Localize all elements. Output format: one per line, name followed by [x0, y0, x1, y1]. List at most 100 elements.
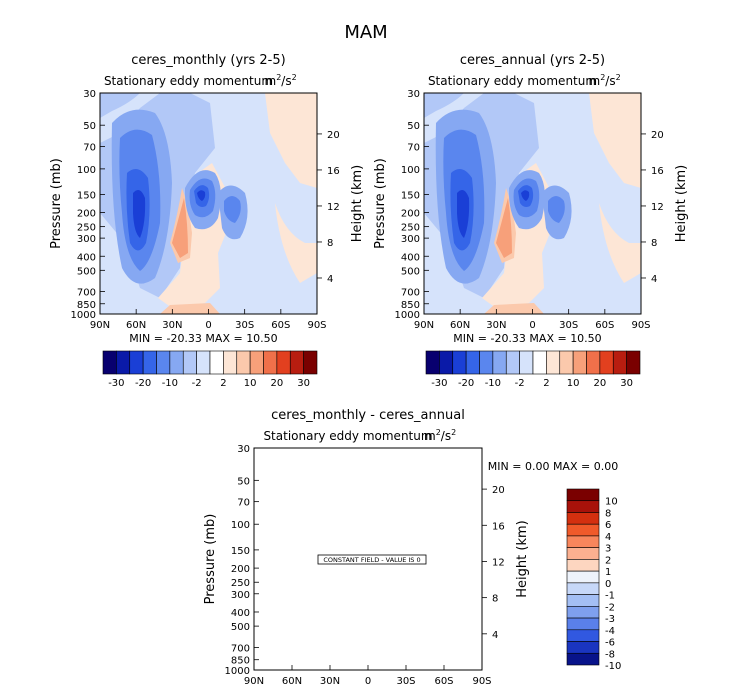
y-tick-label: 700	[77, 288, 96, 299]
colorbar-label: 30	[297, 378, 310, 389]
y2-tick-label: 8	[651, 238, 657, 249]
colorbar-swatch	[209, 350, 224, 375]
y-tick-label: 700	[401, 288, 420, 299]
y-tick-label: 30	[237, 444, 250, 455]
y2-tick-label: 20	[492, 485, 505, 496]
y2-tick-label: 20	[651, 130, 664, 141]
chart-panel: ceres_annual (yrs 2-5) Stationary eddy mo…	[373, 53, 689, 389]
colorbar-label: -30	[108, 378, 124, 389]
colorbar-label: -6	[605, 638, 615, 649]
min-max-label: MIN = 0.00 MAX = 0.00	[488, 460, 618, 473]
y-tick-label: 700	[231, 643, 250, 654]
colorbar-swatch	[289, 350, 304, 375]
x-tick-label: 30N	[486, 320, 506, 331]
colorbar-swatch	[566, 617, 600, 631]
colorbar-swatch	[566, 535, 600, 548]
colorbar-label: 10	[605, 497, 618, 508]
colorbar-label: 8	[605, 508, 611, 519]
y-tick-label: 1000	[395, 310, 420, 321]
chart-title: ceres_monthly - ceres_annual	[271, 408, 465, 423]
y-axis-label: Pressure (mb)	[203, 514, 218, 605]
colorbar-swatch	[116, 350, 131, 375]
colorbar-label: 30	[620, 378, 633, 389]
colorbar-label: 20	[594, 378, 607, 389]
y-tick-label: 70	[237, 498, 250, 509]
y-tick-label: 300	[231, 590, 250, 601]
colorbar-label: -30	[431, 378, 447, 389]
chart-subtitle: Stationary eddy momentum	[428, 74, 597, 88]
colorbar-swatch	[439, 350, 454, 375]
y2-tick-label: 12	[651, 202, 664, 213]
y-tick-label: 100	[231, 520, 250, 531]
contour-fill	[100, 93, 317, 314]
colorbar-swatch	[263, 350, 278, 375]
colorbar-label: -2	[605, 602, 615, 613]
x-tick-label: 0	[205, 320, 211, 331]
colorbar-label: 6	[605, 520, 611, 531]
y2-tick-label: 20	[327, 130, 340, 141]
y-tick-label: 70	[407, 142, 420, 153]
y-tick-label: 200	[77, 209, 96, 220]
y2-tick-label: 12	[327, 202, 340, 213]
colorbar-label: 0	[605, 579, 611, 590]
x-tick-label: 30N	[320, 676, 340, 687]
units-label: m2/s2	[424, 428, 456, 443]
colorbar-swatch	[566, 559, 600, 572]
units-label: m2/s2	[265, 73, 297, 88]
y-tick-label: 500	[231, 622, 250, 633]
y2-tick-label: 16	[651, 166, 664, 177]
x-tick-label: 90S	[307, 320, 326, 331]
colorbar-swatch	[505, 350, 520, 375]
colorbar-swatch	[566, 652, 600, 666]
x-tick-label: 30S	[235, 320, 254, 331]
x-tick-label: 60S	[271, 320, 290, 331]
x-tick-label: 0	[365, 676, 371, 687]
colorbar-label: -10	[162, 378, 178, 389]
colorbar-label: -20	[458, 378, 474, 389]
y2-tick-label: 4	[492, 630, 498, 641]
colorbar-label: -20	[135, 378, 151, 389]
y-tick-label: 850	[77, 300, 96, 311]
colorbar-swatch	[566, 629, 600, 642]
colorbar-swatch	[586, 350, 601, 375]
y2-axis-label: Height (km)	[674, 165, 689, 242]
colorbar-swatch	[236, 350, 251, 375]
colorbar-label: -8	[605, 649, 615, 660]
x-tick-label: 60N	[450, 320, 470, 331]
constant-field-box	[317, 554, 427, 565]
colorbar-swatch	[566, 523, 600, 537]
y-tick-label: 70	[83, 142, 96, 153]
colorbar-swatch	[169, 350, 184, 375]
min-max-label: MIN = -20.33 MAX = 10.50	[129, 332, 277, 345]
x-tick-label: 60N	[126, 320, 146, 331]
y2-axis-label: Height (km)	[350, 165, 365, 242]
colorbar-swatch	[479, 350, 494, 375]
colorbar-label: -10	[605, 661, 621, 672]
colorbar-label: 3	[605, 544, 611, 555]
colorbar-label: -3	[605, 614, 615, 625]
colorbar-swatch	[465, 350, 480, 375]
y-tick-label: 250	[231, 578, 250, 589]
colorbar-swatch	[425, 350, 440, 375]
colorbar-swatch	[546, 350, 561, 375]
y-tick-label: 150	[231, 546, 250, 557]
y-tick-label: 30	[83, 89, 96, 100]
x-tick-label: 30S	[559, 320, 578, 331]
colorbar-swatch	[612, 350, 627, 375]
colorbar-swatch	[196, 350, 211, 375]
colorbar-swatch	[276, 350, 291, 375]
colorbar-swatch	[566, 547, 600, 560]
y2-tick-label: 16	[492, 521, 505, 532]
colorbar-swatch	[566, 606, 600, 619]
colorbar-label: -2	[192, 378, 202, 389]
y-tick-label: 1000	[225, 666, 250, 677]
contour-field	[424, 93, 641, 314]
y-tick-label: 500	[77, 266, 96, 277]
colorbar-swatch	[566, 570, 600, 584]
figure-title: MAM	[344, 22, 387, 43]
colorbar-label: -1	[605, 591, 615, 602]
colorbar-swatch	[572, 350, 587, 375]
colorbar-label: 10	[567, 378, 580, 389]
y-tick-label: 250	[77, 223, 96, 234]
colorbar-swatch	[249, 350, 264, 375]
